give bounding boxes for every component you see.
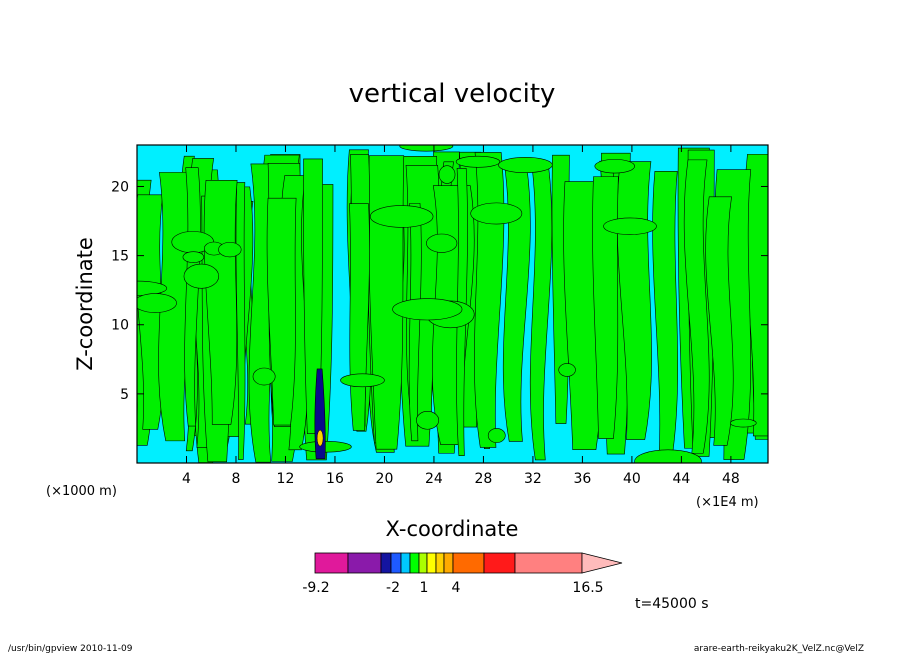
strong-updraft-core — [316, 429, 324, 447]
updraft-patch — [594, 159, 635, 174]
chart-title: vertical velocity — [349, 79, 556, 109]
x-tick-label: 16 — [326, 471, 344, 487]
y-tick-label: 10 — [111, 318, 129, 334]
y-axis: 5 10 15 20 — [111, 179, 768, 403]
colorbar-segment — [426, 552, 437, 574]
updraft-region — [705, 196, 734, 446]
updraft-patch — [416, 411, 440, 430]
x-tick-label: 28 — [475, 471, 493, 487]
updraft-patch — [218, 242, 242, 258]
updraft-region — [474, 152, 505, 448]
updraft-region — [502, 167, 531, 442]
colorbar-label: 4 — [452, 580, 461, 596]
x-tick-label: 40 — [623, 471, 641, 487]
updraft-patch — [182, 251, 205, 263]
footer-right: arare-earth-reikyaku2K_VelZ.nc@VelZ — [694, 644, 864, 654]
updraft-region — [266, 197, 297, 426]
colorbar-segment — [452, 552, 485, 574]
colorbar-label: -2 — [386, 580, 400, 596]
colorbar-segment — [418, 552, 428, 574]
colorbar-segment — [483, 552, 516, 574]
x-tick-label: 8 — [232, 471, 241, 487]
updraft-patch — [634, 449, 702, 463]
colorbar-label: 1 — [420, 580, 429, 596]
updraft-patch — [558, 363, 576, 377]
updraft-patch — [392, 298, 463, 321]
x-tick-label: 24 — [425, 471, 443, 487]
colorbar-labels: -9.2 -2 1 4 16.5 — [302, 580, 603, 596]
y-axis-label: Z-coordinate — [73, 237, 97, 371]
colorbar-segment — [409, 552, 420, 574]
plot-area — [136, 144, 769, 464]
colorbar-label: -9.2 — [302, 580, 329, 596]
x-tick-label: 44 — [672, 471, 690, 487]
updraft-patch — [438, 165, 456, 184]
colorbar-segment — [443, 552, 454, 574]
velocity-field — [137, 145, 768, 463]
x-tick-label: 20 — [376, 471, 394, 487]
x-tick-label: 4 — [182, 471, 191, 487]
updraft-patch — [369, 205, 434, 228]
updraft-patch — [426, 233, 458, 253]
colorbar-segment — [380, 552, 392, 574]
updraft-patch — [340, 373, 385, 388]
colorbar-segment — [314, 552, 349, 574]
updraft-region — [683, 159, 710, 454]
time-label: t=45000 s — [635, 596, 709, 612]
colorbar-segment — [347, 552, 382, 574]
y-tick-label: 15 — [111, 249, 129, 265]
updraft-patch — [183, 263, 219, 289]
colorbar — [314, 552, 623, 574]
colorbar-segment — [435, 552, 445, 574]
y-tick-label: 20 — [111, 179, 129, 195]
updraft-patch — [455, 155, 501, 168]
footer-left: /usr/bin/gpview 2010-11-09 — [8, 644, 133, 654]
x-axis: 4 8 12 16 20 24 28 32 36 40 44 48 — [182, 145, 740, 487]
x-unit-note: (×1000 m) — [46, 484, 117, 499]
colorbar-segment — [400, 552, 411, 574]
x-axis-label: X-coordinate — [386, 517, 519, 541]
colorbar-label: 16.5 — [572, 580, 603, 596]
updraft-region — [592, 176, 619, 439]
updraft-patch — [603, 217, 657, 235]
x-tick-label: 12 — [277, 471, 295, 487]
x-tick-label: 36 — [573, 471, 591, 487]
colorbar-segment — [390, 552, 402, 574]
colorbar-arrow — [581, 552, 623, 574]
x-tick-label: 48 — [722, 471, 740, 487]
y-tick-label: 5 — [120, 387, 129, 403]
updraft-patch — [399, 145, 454, 152]
updraft-patch — [487, 428, 506, 443]
updraft-patch — [729, 418, 757, 428]
updraft-patch — [470, 202, 523, 225]
colorbar-segment — [514, 552, 583, 574]
plot-frame — [136, 144, 769, 464]
updraft-region — [529, 166, 553, 461]
updraft-patch — [252, 367, 276, 386]
x-scale-note: (×1E4 m) — [696, 495, 759, 510]
updraft-patch — [137, 293, 177, 313]
x-tick-label: 32 — [524, 471, 542, 487]
updraft-region — [408, 203, 422, 442]
updraft-patch — [498, 157, 553, 174]
